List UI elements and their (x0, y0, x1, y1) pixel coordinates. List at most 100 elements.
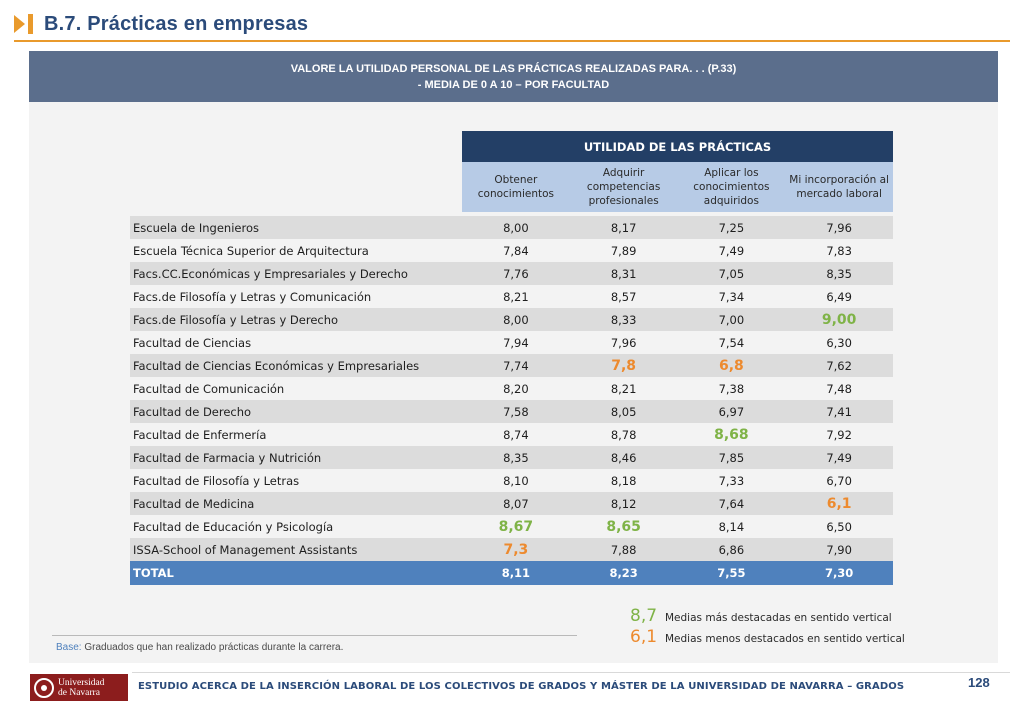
table-cell: 7,8 (611, 357, 637, 374)
row-label: Facultad de Medicina (133, 496, 255, 511)
table-cell: 7,85 (718, 450, 745, 465)
legend-low: 6,1 Medias menos destacados en sentido v… (630, 627, 905, 648)
base-divider (52, 635, 577, 636)
table-row: Facultad de Ciencias Económicas y Empres… (130, 354, 893, 377)
table-row: Escuela Técnica Superior de Arquitectura… (130, 239, 893, 262)
row-label: Facultad de Ciencias Económicas y Empres… (133, 358, 420, 373)
row-label: Facultad de Ciencias (133, 335, 252, 350)
table-cell: 7,62 (826, 358, 852, 373)
table-cell: 6,97 (718, 404, 745, 419)
footer-text: ESTUDIO ACERCA DE LA INSERCIÓN LABORAL D… (138, 681, 905, 692)
table-cell: 7,89 (610, 243, 637, 258)
table-row: Escuela de Ingenieros 8,00 8,17 7,25 7,96 (130, 216, 893, 239)
table-cell: 8,35 (503, 450, 529, 465)
base-note: Base: Graduados que han realizado prácti… (56, 642, 343, 653)
table-cell: 7,41 (826, 404, 852, 419)
table-cell: 8,18 (610, 473, 637, 488)
table-cell: 7,88 (610, 542, 637, 557)
table-cell: 8,31 (610, 266, 637, 281)
table-cell: 7,48 (826, 381, 852, 396)
row-label: Escuela de Ingenieros (133, 220, 259, 235)
university-logo: Universidad de Navarra (30, 674, 128, 701)
row-label: Escuela Técnica Superior de Arquitectura (133, 243, 369, 258)
banner-line-2: - MEDIA DE 0 A 10 – POR FACULTAD (417, 78, 610, 91)
row-label: ISSA-School of Management Assistants (133, 542, 358, 557)
table-cell: 7,58 (503, 404, 529, 419)
table-cell: 8,74 (503, 427, 529, 442)
table-row: Facultad de Derecho 7,58 8,05 6,97 7,41 (130, 400, 893, 423)
table-cell: 7,96 (610, 335, 637, 350)
table-row: Facultad de Enfermería 8,74 8,78 8,68 7,92 (130, 423, 893, 446)
table-cell: 8,07 (503, 496, 529, 511)
table-cell: 6,30 (826, 335, 852, 350)
table-row: ISSA-School of Management Assistants 7,3 7… (130, 538, 893, 561)
table-cell: 8,21 (610, 381, 637, 396)
table-cell: 8,00 (503, 312, 529, 327)
logo-text: Universidad de Navarra (58, 678, 104, 698)
table-cell: 8,57 (610, 289, 637, 304)
total-cell: 8,11 (501, 566, 531, 580)
table-cell: 8,20 (503, 381, 529, 396)
table-row: Facultad de Comunicación 8,20 8,21 7,38 7,48 (130, 377, 893, 400)
total-label: TOTAL (133, 566, 174, 580)
row-label: Facs.de Filosofía y Letras y Derecho (133, 312, 339, 327)
base-label: Base: (56, 642, 82, 653)
table-row: Facultad de Ciencias 7,94 7,96 7,54 6,30 (130, 331, 893, 354)
table-cell: 7,49 (718, 243, 745, 258)
base-text: Graduados que han realizado prácticas du… (81, 642, 344, 653)
table-cell: 8,46 (610, 450, 637, 465)
row-label: Facultad de Farmacia y Nutrición (133, 450, 322, 465)
page-header: B.7. Prácticas en empresas (14, 8, 308, 40)
logo-line-2: de Navarra (58, 687, 100, 698)
table-cell: 8,10 (503, 473, 529, 488)
seal-icon (34, 677, 54, 698)
table-cell: 7,00 (718, 312, 745, 327)
row-label: Facultad de Comunicación (133, 381, 285, 396)
legend-high-text: Medias más destacadas en sentido vertica… (665, 612, 892, 624)
legend-high-value: 8,7 (630, 606, 658, 626)
total-cell: 7,30 (824, 566, 854, 580)
table-cell: 6,49 (826, 289, 852, 304)
row-label: Facs.CC.Económicas y Empresariales y Der… (133, 266, 408, 281)
column-header: Mi incorporación al mercado laboral (789, 174, 889, 200)
table-cell: 7,94 (503, 335, 529, 350)
table-body: Escuela de Ingenieros 8,00 8,17 7,25 7,96 Esc… (130, 216, 893, 585)
table-cell: 8,35 (826, 266, 852, 281)
table-cell: 7,84 (503, 243, 529, 258)
page-number: 128 (968, 675, 990, 690)
table-cell: 7,83 (826, 243, 852, 258)
table-cell: 7,38 (718, 381, 745, 396)
column-header: Obtener conocimientos (477, 174, 554, 200)
table-cell: 6,86 (718, 542, 745, 557)
table-cell: 8,14 (718, 519, 745, 534)
table-cell: 6,70 (826, 473, 852, 488)
table-cell: 7,49 (826, 450, 852, 465)
column-header: Adquirir competencias profesionales (586, 167, 661, 207)
table-cell: 8,33 (610, 312, 637, 327)
table-cell: 8,17 (610, 220, 637, 235)
table-row: Facs.de Filosofía y Letras y Derecho 8,00… (130, 308, 893, 331)
table-cell: 7,92 (826, 427, 852, 442)
table-cell: 7,90 (826, 542, 852, 557)
table-cell: 6,50 (826, 519, 852, 534)
table-cell: 7,33 (718, 473, 745, 488)
table-cell: 8,12 (610, 496, 637, 511)
page-title: B.7. Prácticas en empresas (44, 12, 309, 35)
table-cell: 6,1 (826, 495, 852, 512)
row-label: Facultad de Filosofía y Letras (133, 473, 300, 488)
table-cell: 7,3 (503, 541, 529, 558)
legend-low-text: Medias menos destacados en sentido verti… (665, 633, 905, 645)
table-cell: 7,05 (718, 266, 745, 281)
table-cell: 7,64 (718, 496, 745, 511)
table-cell: 8,00 (503, 220, 529, 235)
row-label: Facultad de Derecho (133, 404, 252, 419)
table-cell: 8,78 (610, 427, 637, 442)
table-cell: 9,00 (821, 311, 857, 328)
chevron-right-icon (14, 13, 36, 35)
question-banner: VALORE LA UTILIDAD PERSONAL DE LAS PRÁCT… (29, 51, 998, 102)
row-label: Facultad de Enfermería (133, 427, 267, 442)
footer-divider (132, 672, 1010, 673)
table-cell: 8,05 (610, 404, 637, 419)
group-header: UTILIDAD DE LAS PRÁCTICAS (462, 131, 893, 162)
legend: 8,7 Medias más destacadas en sentido ver… (630, 606, 905, 648)
